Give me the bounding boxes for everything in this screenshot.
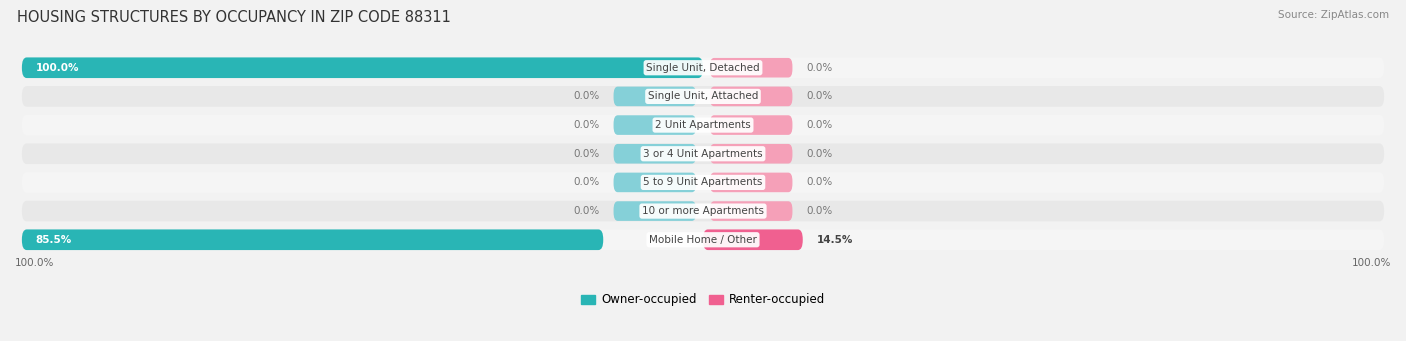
FancyBboxPatch shape [613, 87, 696, 106]
FancyBboxPatch shape [22, 229, 603, 250]
FancyBboxPatch shape [22, 229, 1384, 250]
Text: 100.0%: 100.0% [1351, 257, 1391, 268]
Text: 0.0%: 0.0% [574, 120, 600, 130]
FancyBboxPatch shape [710, 87, 793, 106]
Text: 85.5%: 85.5% [35, 235, 72, 245]
Text: Single Unit, Detached: Single Unit, Detached [647, 63, 759, 73]
FancyBboxPatch shape [22, 144, 1384, 164]
Text: 0.0%: 0.0% [574, 206, 600, 216]
FancyBboxPatch shape [22, 115, 1384, 135]
FancyBboxPatch shape [613, 115, 696, 135]
FancyBboxPatch shape [22, 57, 1384, 78]
Text: 3 or 4 Unit Apartments: 3 or 4 Unit Apartments [643, 149, 763, 159]
FancyBboxPatch shape [22, 57, 703, 78]
Text: HOUSING STRUCTURES BY OCCUPANCY IN ZIP CODE 88311: HOUSING STRUCTURES BY OCCUPANCY IN ZIP C… [17, 10, 451, 25]
FancyBboxPatch shape [710, 115, 793, 135]
FancyBboxPatch shape [710, 201, 793, 221]
FancyBboxPatch shape [703, 229, 803, 250]
Text: Mobile Home / Other: Mobile Home / Other [650, 235, 756, 245]
FancyBboxPatch shape [22, 201, 1384, 221]
Text: 100.0%: 100.0% [35, 63, 79, 73]
Text: 100.0%: 100.0% [15, 257, 55, 268]
Text: 0.0%: 0.0% [806, 149, 832, 159]
Text: Single Unit, Attached: Single Unit, Attached [648, 91, 758, 101]
Text: 0.0%: 0.0% [574, 177, 600, 188]
Text: 0.0%: 0.0% [806, 91, 832, 101]
FancyBboxPatch shape [22, 172, 1384, 193]
Text: Source: ZipAtlas.com: Source: ZipAtlas.com [1278, 10, 1389, 20]
FancyBboxPatch shape [710, 173, 793, 192]
FancyBboxPatch shape [22, 86, 1384, 107]
Legend: Owner-occupied, Renter-occupied: Owner-occupied, Renter-occupied [576, 288, 830, 311]
Text: 0.0%: 0.0% [806, 177, 832, 188]
Text: 10 or more Apartments: 10 or more Apartments [643, 206, 763, 216]
FancyBboxPatch shape [613, 201, 696, 221]
Text: 5 to 9 Unit Apartments: 5 to 9 Unit Apartments [644, 177, 762, 188]
Text: 0.0%: 0.0% [574, 149, 600, 159]
Text: 0.0%: 0.0% [806, 63, 832, 73]
Text: 0.0%: 0.0% [574, 91, 600, 101]
FancyBboxPatch shape [710, 58, 793, 77]
Text: 0.0%: 0.0% [806, 206, 832, 216]
FancyBboxPatch shape [613, 144, 696, 164]
Text: 0.0%: 0.0% [806, 120, 832, 130]
Text: 2 Unit Apartments: 2 Unit Apartments [655, 120, 751, 130]
FancyBboxPatch shape [613, 173, 696, 192]
Text: 14.5%: 14.5% [817, 235, 853, 245]
FancyBboxPatch shape [710, 144, 793, 164]
